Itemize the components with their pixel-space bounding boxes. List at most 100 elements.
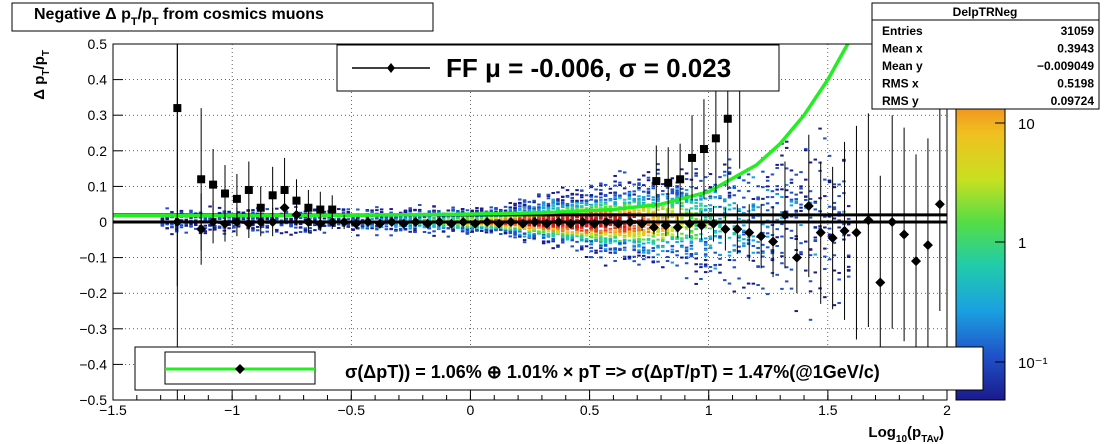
heatmap-cell — [775, 228, 779, 231]
heatmap-cell — [279, 219, 284, 222]
x-tick-label: −1.5 — [99, 402, 127, 418]
heatmap-cell — [432, 224, 436, 227]
heatmap-cell — [613, 174, 617, 177]
heatmap-cell — [551, 200, 555, 203]
heatmap-cell — [608, 240, 613, 243]
heatmap-cell — [589, 203, 594, 206]
heatmap-cell — [303, 230, 308, 233]
heatmap-cell — [627, 192, 632, 195]
heatmap-cell — [198, 211, 203, 214]
diamond-marker — [672, 222, 683, 233]
heatmap-cell — [589, 229, 594, 232]
heatmap-cell — [456, 226, 460, 229]
heatmap-cell — [646, 209, 651, 212]
heatmap-cell — [675, 195, 679, 198]
heatmap-cell — [599, 225, 603, 228]
square-marker — [304, 203, 313, 212]
heatmap-cell — [761, 287, 765, 290]
heatmap-cell — [665, 193, 670, 196]
heatmap-cell — [661, 236, 665, 239]
diamond-marker — [791, 252, 802, 263]
diamond-marker — [172, 217, 183, 227]
diamond-marker — [529, 217, 540, 227]
heatmap-cell — [789, 268, 794, 271]
stats-row-label: Mean y — [882, 59, 923, 73]
heatmap-cell — [703, 197, 708, 200]
heatmap-cell — [837, 211, 841, 214]
heatmap-cell — [770, 190, 775, 193]
heatmap-cell — [746, 241, 751, 244]
heatmap-cell — [522, 226, 527, 229]
heatmap-cell — [541, 230, 546, 233]
heatmap-cell — [846, 269, 851, 272]
heatmap-cell — [622, 255, 627, 258]
heatmap-cell — [265, 230, 270, 233]
heatmap-cell — [608, 242, 613, 245]
heatmap-cell — [703, 237, 708, 240]
heatmap-cell — [537, 194, 541, 197]
heatmap-cell — [684, 211, 689, 214]
heatmap-cell — [522, 241, 527, 244]
heatmap-cell — [427, 217, 432, 220]
heatmap-cell — [518, 202, 522, 205]
heatmap-cell — [627, 256, 632, 259]
heatmap-cell — [846, 234, 851, 237]
heatmap-cell — [794, 173, 798, 176]
heatmap-cell — [599, 224, 603, 227]
heatmap-cell — [232, 226, 236, 229]
heatmap-cell — [675, 189, 679, 192]
heatmap-cell — [622, 236, 627, 239]
heatmap-cell — [541, 236, 546, 239]
heatmap-cell — [699, 239, 703, 242]
heatmap-cell — [465, 217, 470, 220]
heatmap-cell — [675, 216, 679, 219]
heatmap-cell — [646, 187, 651, 190]
heatmap-cell — [765, 235, 770, 238]
heatmap-cell — [580, 227, 584, 230]
heatmap-cell — [799, 224, 803, 227]
heatmap-cell — [770, 252, 775, 255]
heatmap-cell — [513, 216, 517, 219]
heatmap-cell — [618, 248, 622, 251]
heatmap-cell — [832, 206, 837, 209]
heatmap-cell — [832, 269, 837, 272]
heatmap-cell — [336, 208, 341, 211]
heatmap-cell — [427, 216, 432, 219]
heatmap-cell — [379, 211, 384, 214]
heatmap-cell — [703, 218, 708, 221]
heatmap-cell — [594, 211, 598, 214]
heatmap-cell — [532, 201, 536, 204]
heatmap-cell — [460, 228, 465, 231]
heatmap-cell — [651, 217, 656, 220]
heatmap-cell — [799, 253, 803, 256]
heatmap-cell — [618, 184, 622, 187]
diamond-marker — [398, 218, 409, 229]
heatmap-cell — [408, 225, 412, 228]
heatmap-cell — [718, 241, 722, 244]
heatmap-cell — [632, 209, 636, 212]
heatmap-cell — [356, 234, 360, 237]
heatmap-cell — [503, 205, 508, 208]
z-tick-label: 10⁻¹ — [1018, 355, 1048, 372]
heatmap-cell — [608, 187, 613, 190]
heatmap-cell — [713, 219, 717, 222]
heatmap-cell — [761, 170, 765, 173]
heatmap-cell — [627, 181, 632, 184]
heatmap-cell — [556, 203, 560, 206]
heatmap-cell — [603, 233, 608, 236]
heatmap-cell — [532, 207, 536, 210]
heatmap-cell — [637, 201, 641, 204]
heatmap-cell — [637, 195, 641, 198]
heatmap-cell — [613, 216, 617, 219]
heatmap-cell — [303, 229, 308, 232]
heatmap-cell — [556, 244, 560, 247]
heatmap-cell — [541, 207, 546, 210]
heatmap-cell — [632, 200, 636, 203]
heatmap-cell — [608, 198, 613, 201]
heatmap-cell — [665, 231, 670, 234]
diamond-marker — [648, 222, 659, 233]
heatmap-cell — [265, 224, 270, 227]
heatmap-cell — [670, 261, 675, 264]
heatmap-cell — [551, 235, 555, 238]
